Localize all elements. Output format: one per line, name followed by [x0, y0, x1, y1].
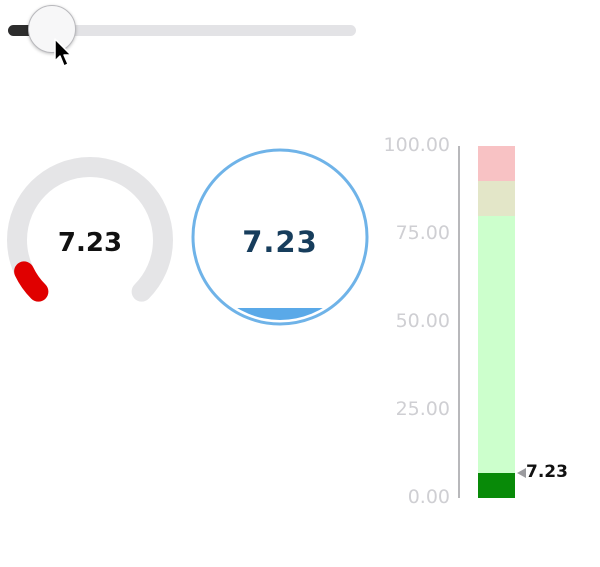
mouse-pointer-icon [54, 38, 72, 67]
arc-gauge-indicator [14, 261, 49, 302]
tank-gauge-value: 7.23 [242, 225, 318, 259]
linear-gauge-value: 7.23 [526, 461, 568, 482]
tank-gauge-fill [197, 307, 363, 320]
linear-gauge-tick-label: 75.00 [395, 222, 450, 244]
linear-gauge-bar [478, 146, 515, 498]
slider-track[interactable] [8, 25, 356, 36]
linear-gauge-band [478, 181, 515, 217]
linear-gauge-tick-label: 50.00 [395, 310, 450, 332]
tank-gauge-dial [191, 148, 369, 326]
arc-gauge: 7.23 [0, 150, 180, 320]
arc-gauge-value: 7.23 [57, 228, 123, 258]
arc-gauge-track [7, 157, 173, 302]
linear-gauge-tick-label: 25.00 [395, 398, 450, 420]
value-slider[interactable] [0, 0, 600, 70]
linear-gauge-value-bar [478, 472, 515, 498]
linear-gauge-axis [458, 146, 460, 498]
slider-thumb[interactable] [27, 5, 76, 53]
linear-gauge-tick-label: 0.00 [407, 486, 450, 508]
linear-gauge: 7.23 100.00 75.00 50.00 25.00 0.00 [360, 130, 600, 510]
arc-gauge-dial [7, 157, 173, 302]
tank-gauge: 7.23 [190, 145, 370, 335]
tank-gauge-ring [191, 148, 369, 326]
triangle-left-icon [517, 467, 526, 478]
linear-gauge-tick-label: 100.00 [383, 134, 450, 156]
linear-gauge-band [478, 216, 515, 498]
linear-gauge-band [478, 146, 515, 182]
